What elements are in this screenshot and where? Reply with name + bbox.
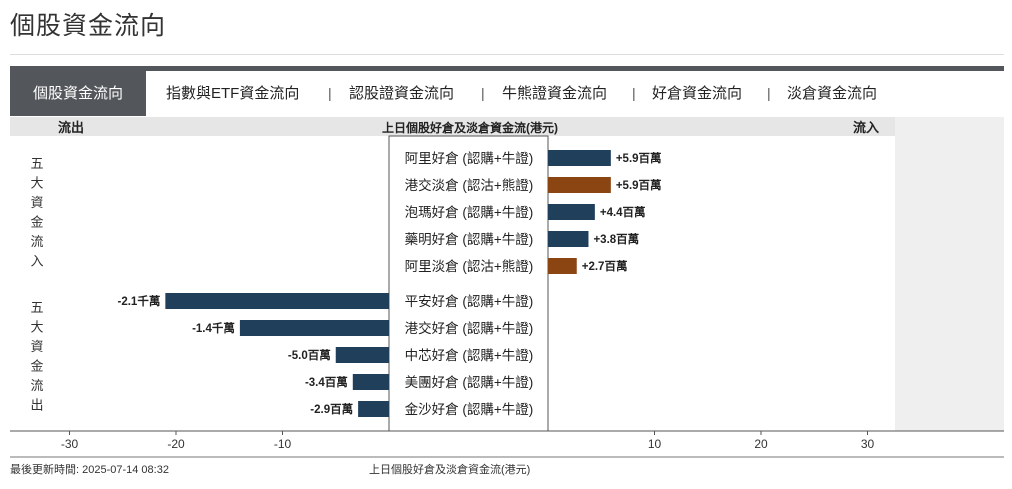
bar-value-label: +5.9百萬 (616, 178, 662, 192)
bar-short-inflow (548, 177, 611, 193)
stock-name-box (388, 135, 549, 432)
outflow-group-label-char: 大 (30, 320, 43, 335)
outflow-group-label-char: 五 (30, 300, 43, 315)
bar-long-outflow (165, 293, 389, 309)
inflow-group-label-char: 大 (30, 176, 43, 191)
bar-long-inflow (548, 204, 595, 220)
bar-value-label: +5.9百萬 (616, 151, 662, 165)
bar-long-inflow (548, 150, 611, 166)
x-tick-label: -30 (61, 437, 79, 451)
chart-header-band (10, 117, 1004, 136)
stock-name-label: 美團好倉 (認購+牛證) (405, 374, 534, 390)
tab-separator: | (481, 85, 485, 101)
stock-name-label: 泡瑪好倉 (認購+牛證) (405, 204, 534, 220)
bar-long-outflow (239, 320, 389, 336)
chart-center-title: 上日個股好倉及淡倉資金流(港元) (382, 120, 558, 135)
last-update-text: 最後更新時間: 2025-07-14 08:32 (10, 464, 169, 476)
x-tick-label: 20 (754, 437, 768, 451)
bar-value-label: -1.4千萬 (192, 321, 235, 335)
stock-name-label: 港交淡倉 (認沽+熊證) (405, 177, 534, 193)
tab-separator: | (328, 85, 332, 101)
x-tick-label: -20 (167, 437, 185, 451)
stock-name-label: 金沙好倉 (認購+牛證) (405, 401, 534, 417)
stock-name-label: 阿里淡倉 (認沽+熊證) (405, 258, 534, 274)
bar-long-outflow (352, 374, 389, 390)
bar-long-inflow (548, 231, 589, 247)
title-divider (10, 54, 1004, 55)
tab-index-etf-flow[interactable]: 指數與ETF資金流向 (166, 85, 300, 102)
outflow-group-label-char: 流 (30, 378, 43, 393)
bar-value-label: +3.8百萬 (593, 232, 639, 246)
bar-value-label: -2.9百萬 (310, 402, 353, 416)
x-tick-label: 10 (648, 437, 662, 451)
stock-name-label: 阿里好倉 (認購+牛證) (405, 150, 534, 166)
tab-separator: | (767, 85, 771, 101)
outflow-group-label-char: 資 (30, 339, 43, 354)
tab-cbbc-flow[interactable]: 牛熊證資金流向 (502, 85, 608, 102)
page-title: 個股資金流向 (10, 12, 167, 40)
bar-value-label: -5.0百萬 (288, 348, 331, 362)
tab-short-flow[interactable]: 淡倉資金流向 (787, 85, 878, 102)
outflow-header-label: 流出 (58, 120, 84, 135)
inflow-header-label: 流入 (853, 120, 879, 135)
stock-name-label: 藥明好倉 (認購+牛證) (405, 231, 534, 247)
x-tick-label: -10 (274, 437, 292, 451)
inflow-group-label-char: 五 (30, 156, 43, 171)
tab-separator: | (632, 85, 636, 101)
bar-long-outflow (358, 401, 389, 417)
bar-long-outflow (335, 347, 389, 363)
footer-caption: 上日個股好倉及淡倉資金流(港元) (369, 464, 531, 476)
bar-value-label: +4.4百萬 (600, 205, 646, 219)
tab-bar: 個股資金流向 指數與ETF資金流向 | 認股證資金流向 | 牛熊證資金流向 | … (10, 66, 1004, 116)
right-grey-area (895, 117, 1004, 431)
inflow-group-label-char: 金 (30, 215, 43, 230)
bar-short-inflow (548, 258, 577, 274)
outflow-group-label-char: 出 (30, 398, 43, 413)
bar-value-label: -2.1千萬 (118, 294, 161, 308)
tab-stock-flow[interactable]: 個股資金流向 (10, 71, 146, 116)
bar-value-label: +2.7百萬 (582, 259, 628, 273)
x-tick-label: 30 (861, 437, 875, 451)
inflow-group-label-char: 資 (30, 195, 43, 210)
tab-long-flow[interactable]: 好倉資金流向 (652, 85, 743, 102)
stock-name-label: 平安好倉 (認購+牛證) (405, 293, 534, 309)
bar-value-label: -3.4百萬 (305, 375, 348, 389)
inflow-group-label-char: 入 (30, 254, 43, 269)
inflow-group-label-char: 流 (30, 234, 43, 249)
stock-name-label: 中芯好倉 (認購+牛證) (405, 347, 534, 363)
stock-name-label: 港交好倉 (認購+牛證) (405, 320, 534, 336)
outflow-group-label-char: 金 (30, 359, 43, 374)
tab-warrant-flow[interactable]: 認股證資金流向 (349, 85, 455, 102)
